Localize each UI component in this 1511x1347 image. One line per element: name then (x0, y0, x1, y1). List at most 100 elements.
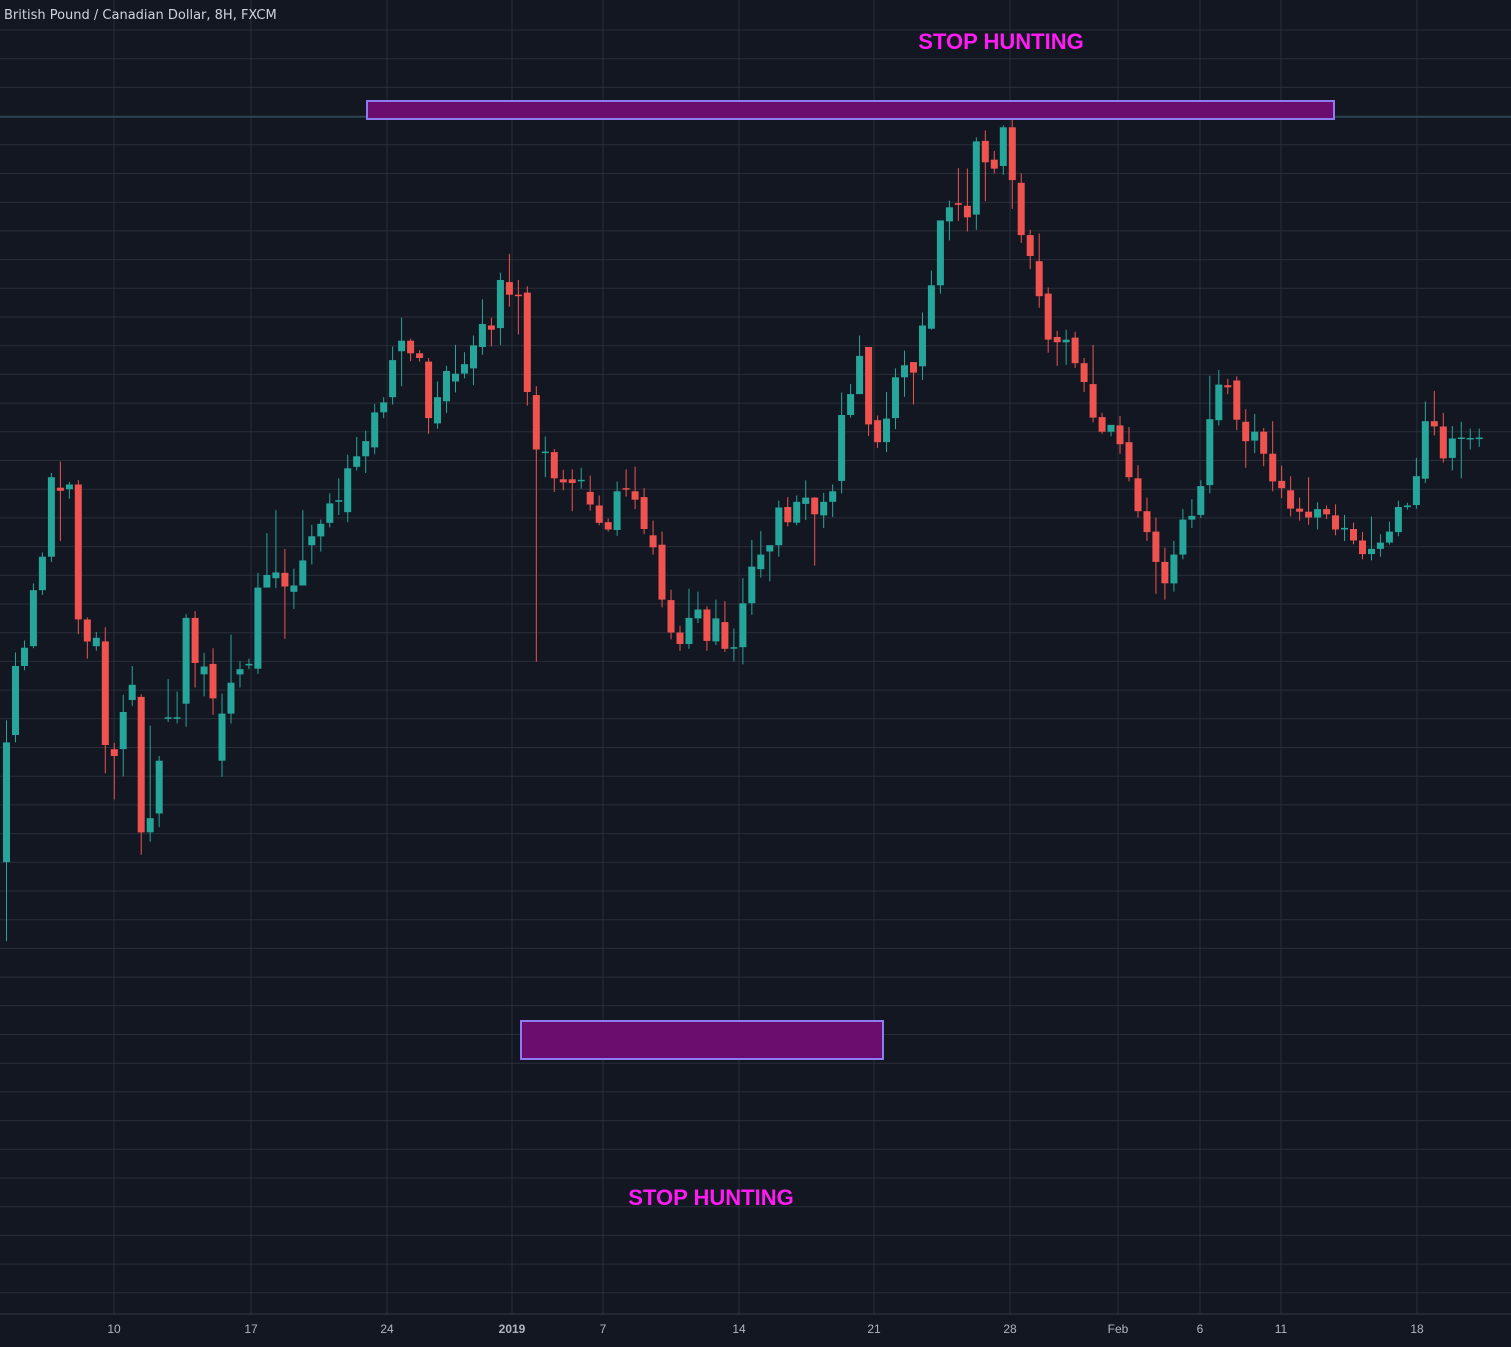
x-tick-label: Feb (1108, 1322, 1129, 1336)
candle-body-up (1341, 527, 1348, 530)
candle-body-up (389, 360, 397, 398)
candle (74, 480, 82, 635)
candle-body-up (21, 647, 28, 666)
candle (496, 272, 504, 345)
candle (272, 510, 280, 589)
x-tick-label: 21 (867, 1322, 881, 1336)
candle-body-up (1385, 531, 1393, 543)
candle-body-down (407, 340, 415, 354)
candle (604, 518, 612, 532)
candle-body-down (425, 361, 433, 419)
candle (694, 591, 702, 624)
candle (856, 335, 864, 395)
candle-body-up (1215, 384, 1223, 421)
candle (1026, 229, 1034, 270)
candle-body-up (1394, 507, 1402, 533)
candle-body-down (74, 484, 82, 620)
candle (505, 253, 513, 307)
candle (559, 469, 567, 491)
candle (478, 299, 486, 355)
candle (514, 280, 522, 335)
candle (927, 270, 935, 330)
candle-body-up (775, 507, 783, 546)
x-tick-label: 6 (1197, 1322, 1204, 1336)
candle-body-down (622, 488, 630, 490)
candle (1008, 120, 1016, 209)
candle (1359, 532, 1366, 560)
candle-body-down (1080, 363, 1088, 382)
candle-body-down (1233, 380, 1241, 420)
candle (389, 346, 397, 405)
x-tick-label: 18 (1410, 1322, 1424, 1336)
candle (1332, 504, 1339, 536)
candle (919, 312, 926, 380)
candle (784, 497, 792, 527)
candle (1296, 497, 1304, 521)
candle-body-down (1116, 425, 1124, 445)
candle (1215, 370, 1223, 426)
candle (191, 611, 199, 688)
x-tick-label: 10 (107, 1322, 121, 1336)
candle-body-up (353, 456, 361, 467)
candle-body-up (541, 451, 549, 454)
candle (640, 488, 648, 535)
candle (1368, 516, 1375, 561)
candle (1287, 476, 1295, 517)
candle (1305, 477, 1313, 525)
candle-body-up (694, 609, 702, 619)
candle (775, 500, 783, 557)
candle (65, 481, 73, 499)
candle-body-up (236, 669, 244, 675)
candle (1278, 465, 1286, 499)
candle (326, 493, 334, 528)
candle (963, 168, 971, 232)
candle (1314, 502, 1322, 530)
candle (838, 392, 846, 494)
candle (218, 693, 226, 777)
candle (407, 338, 415, 362)
candle (1394, 500, 1402, 537)
candle-body-up (65, 484, 73, 490)
candle (1161, 547, 1169, 600)
candle-body-up (452, 373, 459, 382)
candle (1071, 331, 1079, 368)
candle-body-up (936, 220, 944, 286)
candle (398, 317, 406, 387)
candle (1421, 401, 1429, 483)
candle (945, 200, 953, 241)
candle (452, 344, 459, 393)
candle (766, 545, 774, 582)
candle-body-up (712, 618, 720, 642)
candle (1089, 344, 1097, 423)
candle-body-up (272, 572, 280, 579)
candle-body-up (1457, 437, 1465, 439)
candle-body-up (892, 377, 899, 419)
candle-body-up (173, 717, 181, 719)
candle (47, 473, 55, 562)
candle-body-up (398, 340, 406, 352)
candle-body-down (658, 544, 666, 600)
candle-body-down (532, 395, 540, 450)
candle-body-down (1287, 490, 1295, 509)
candle-body-up (1466, 438, 1474, 440)
candle (847, 384, 855, 418)
candle-body-down (784, 507, 792, 523)
candle-body-up (856, 355, 864, 395)
candle (910, 362, 917, 405)
candle (263, 533, 271, 588)
candle-body-down (1359, 540, 1366, 555)
candle-body-down (1242, 421, 1250, 442)
candle-body-down (676, 632, 684, 644)
candle (1376, 534, 1384, 557)
candle-body-down (1161, 561, 1169, 584)
candle-body-down (667, 600, 675, 633)
candle (730, 628, 738, 662)
candle-body-down (568, 479, 576, 483)
candle-body-down (631, 491, 639, 500)
candle-body-down (1035, 261, 1043, 297)
candle-body-down (137, 696, 145, 833)
candle-body-down (1269, 453, 1277, 482)
candle (173, 691, 181, 724)
candle-body-up (308, 536, 316, 546)
candle (874, 415, 882, 448)
